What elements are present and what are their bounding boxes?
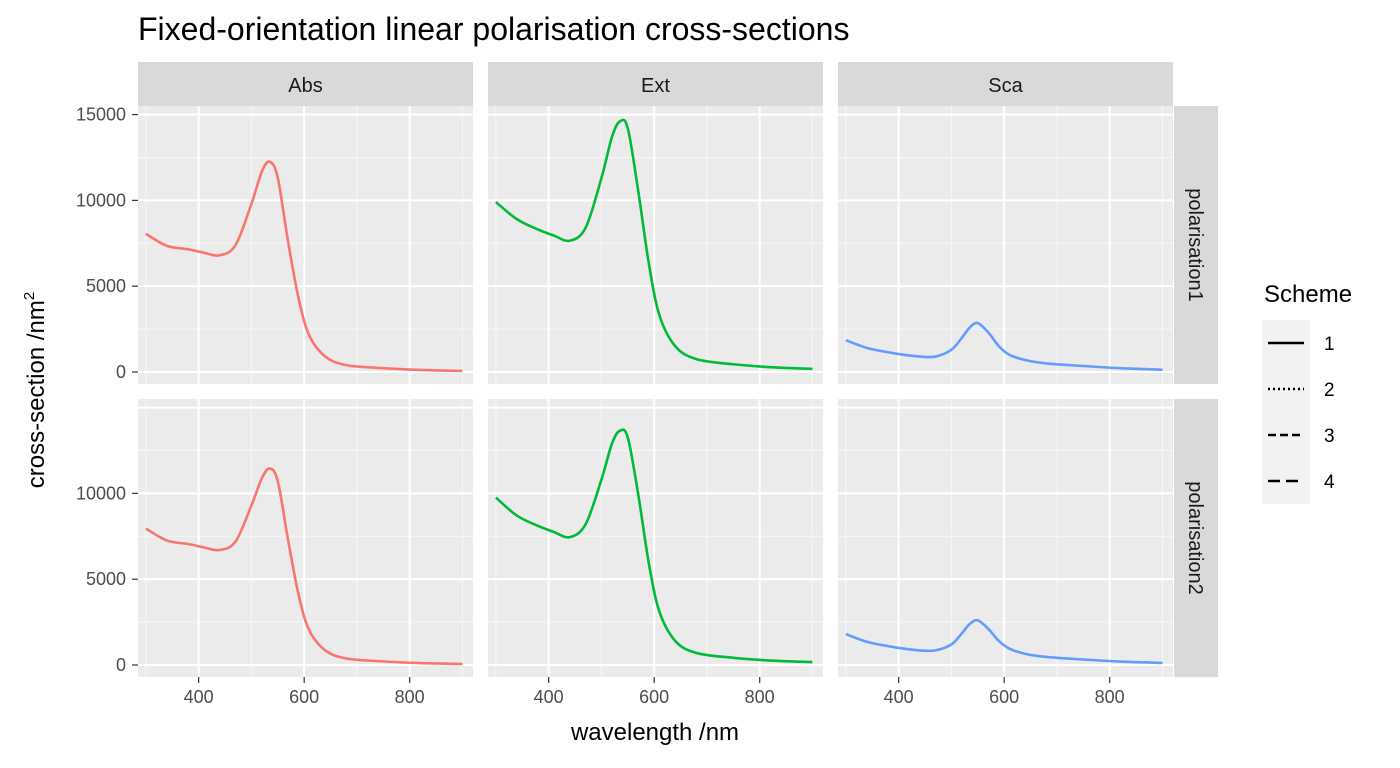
x-tick-label: 800 — [1095, 687, 1125, 707]
x-tick-label: 600 — [289, 687, 319, 707]
x-tick-label: 600 — [639, 687, 669, 707]
legend-label: 4 — [1324, 472, 1335, 493]
panel-background — [838, 106, 1173, 384]
x-tick-label: 800 — [745, 687, 775, 707]
series-line-sca-polarisation2 — [845, 618, 1163, 665]
panel-grid — [838, 106, 1173, 384]
series-line-ext-polarisation1 — [495, 118, 813, 371]
panel-grid — [488, 399, 823, 677]
legend-title: Scheme — [1264, 281, 1352, 308]
facet-strip-label: Abs — [288, 75, 322, 97]
x-tick-label: 400 — [534, 687, 564, 707]
y-tick-label: 15000 — [76, 105, 126, 125]
facet-strip-label: Ext — [641, 75, 670, 97]
y-tick-label: 10000 — [76, 190, 126, 210]
facet-strip-ext — [488, 62, 823, 106]
series-line-sca-polarisation1 — [845, 321, 1163, 372]
y-axis-label-main: cross-section /nm — [23, 300, 50, 488]
legend: Scheme 1 2 3 4 — [1262, 281, 1352, 504]
chart-title: Fixed-orientation linear polarisation cr… — [138, 11, 849, 47]
panel-background — [488, 399, 823, 677]
series-line-abs-polarisation2 — [145, 467, 463, 666]
x-tick-label: 600 — [989, 687, 1019, 707]
y-axis-label: cross-section /nm2 — [21, 292, 50, 488]
y-tick-label: 0 — [116, 655, 126, 675]
x-axis-label: wavelength /nm — [570, 719, 739, 746]
panel-grid — [138, 399, 473, 677]
facet-strip-abs — [138, 62, 473, 106]
facet-strip-label: Sca — [988, 75, 1023, 97]
panel-background — [138, 399, 473, 677]
y-tick-label: 0 — [116, 362, 126, 382]
panel-grid — [488, 106, 823, 384]
series-line-ext-polarisation2 — [495, 428, 813, 664]
facet-strip-sca — [838, 62, 1173, 106]
series-line-abs-polarisation1 — [145, 160, 463, 373]
x-tick-label: 400 — [184, 687, 214, 707]
y-tick-label: 10000 — [76, 483, 126, 503]
y-axis-label-superscript: 2 — [21, 292, 38, 300]
x-tick-label: 400 — [884, 687, 914, 707]
panel-grid — [138, 106, 473, 384]
y-tick-label: 5000 — [86, 276, 126, 296]
panel-background — [488, 106, 823, 384]
panel-grid — [838, 399, 1173, 677]
y-tick-label: 5000 — [86, 569, 126, 589]
panel-background — [138, 106, 473, 384]
legend-label: 3 — [1324, 426, 1335, 447]
facet-strip-label: polarisation1 — [1184, 188, 1206, 301]
x-tick-label: 800 — [395, 687, 425, 707]
panel-background — [838, 399, 1173, 677]
facet-strip-polarisation2 — [1174, 399, 1218, 677]
legend-label: 1 — [1324, 334, 1335, 355]
facet-strip-label: polarisation2 — [1184, 481, 1206, 594]
facet-strip-polarisation1 — [1174, 106, 1218, 384]
facet-panels: Abs Ext Sca polarisation1 polarisation2 0 5000… — [76, 62, 1218, 707]
legend-label: 2 — [1324, 380, 1335, 401]
legend-key — [1264, 368, 1308, 410]
